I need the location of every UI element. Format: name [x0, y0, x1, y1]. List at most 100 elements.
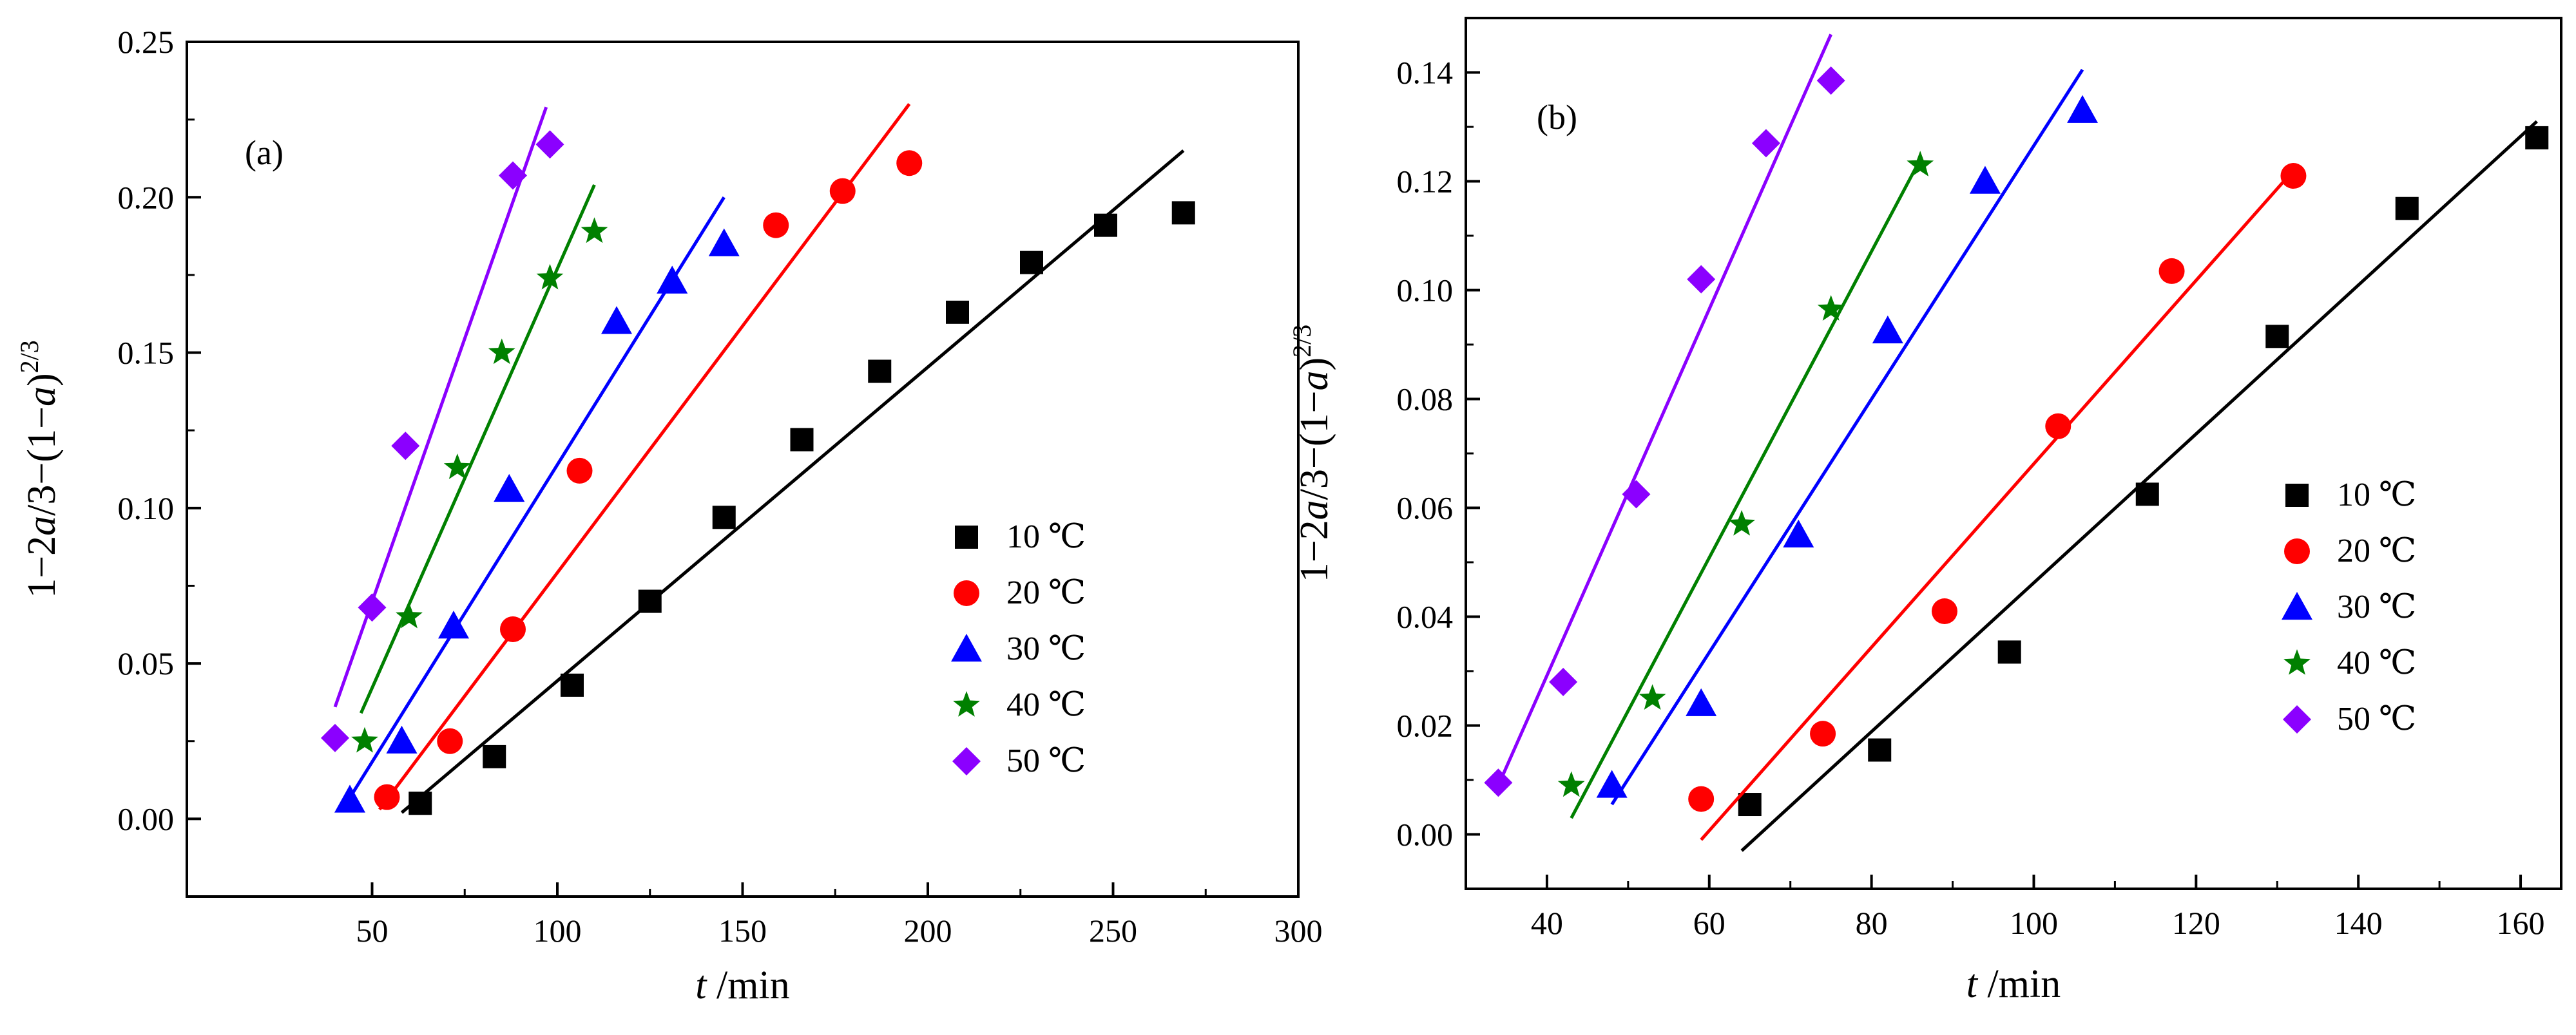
- legend-entry: 30 ℃: [1006, 631, 1086, 667]
- data-point: [566, 457, 593, 484]
- y-tick-label: 0.06: [1397, 490, 1454, 526]
- data-point: [1688, 786, 1715, 812]
- data-point: [494, 473, 525, 502]
- fit-line: [359, 184, 596, 714]
- legend-entry: 20 ℃: [2337, 533, 2416, 569]
- data-point: [1687, 265, 1716, 294]
- y-axis-title-var2: a: [1293, 371, 1336, 391]
- data-point: [1020, 251, 1043, 274]
- data-point: [2045, 413, 2071, 439]
- x-tick-label: 60: [1693, 905, 1725, 941]
- panel-label: (b): [1537, 98, 1577, 137]
- y-axis-title-close: ): [20, 373, 64, 386]
- data-point: [1596, 770, 1628, 798]
- y-tick-label: 0.00: [118, 801, 175, 837]
- x-tick-label: 300: [1274, 913, 1323, 949]
- data-point: [438, 611, 469, 639]
- legend-marker: [952, 747, 981, 775]
- y-axis-title: 1−2a/3−(1−a)2/3: [15, 340, 64, 598]
- y-tick-label: 0.15: [118, 335, 175, 371]
- chart-panel-a: 50 100 150 200 250 300 0.00 0.05 0.10 0.15 0.20 0.2…: [15, 24, 1323, 1007]
- data-point: [409, 792, 432, 815]
- data-point: [437, 728, 463, 754]
- data-point: [946, 300, 969, 324]
- data-point: [581, 217, 608, 243]
- data-point: [2525, 126, 2549, 149]
- y-axis-title-exp: 2/3: [1287, 325, 1316, 357]
- data-point: [1549, 667, 1578, 696]
- data-point: [1484, 768, 1513, 797]
- data-point: [2280, 163, 2307, 189]
- y-axis-title-var1: a: [20, 516, 64, 536]
- x-tick-label: 120: [2172, 905, 2220, 941]
- fit-line: [1700, 169, 2295, 841]
- data-point: [1810, 721, 1836, 747]
- legend-marker: [954, 580, 979, 606]
- x-tick-label: 80: [1856, 905, 1888, 941]
- y-tick-label: 0.05: [118, 645, 175, 681]
- legend-marker: [2283, 705, 2311, 734]
- y-axis-title-var2: a: [20, 386, 64, 406]
- data-point: [1816, 66, 1845, 95]
- legend-entry: 50 ℃: [2337, 701, 2416, 737]
- y-tick-label: 0.10: [118, 490, 175, 526]
- y-axis-title-exp: 2/3: [15, 340, 44, 373]
- x-tick-label: 160: [2497, 905, 2545, 941]
- y-tick-label: 0.20: [118, 179, 175, 215]
- legend-marker: [955, 526, 978, 549]
- data-point: [483, 745, 506, 768]
- series-3: [351, 184, 608, 753]
- data-point: [374, 784, 400, 810]
- fit-line: [400, 149, 1185, 814]
- data-point: [1728, 509, 1756, 536]
- data-point: [2395, 196, 2419, 220]
- data-point: [1171, 201, 1195, 225]
- data-point: [790, 428, 814, 451]
- data-point: [386, 725, 418, 754]
- y-tick-label: 0.04: [1397, 599, 1454, 635]
- y-tick-label: 0.10: [1397, 272, 1454, 309]
- data-point: [763, 212, 789, 238]
- data-point: [1907, 151, 1934, 176]
- data-point: [1783, 519, 1814, 547]
- y-axis-title-lead: 1−2: [1293, 520, 1336, 582]
- data-point: [1686, 688, 1717, 716]
- data-point: [2135, 482, 2159, 506]
- data-point: [1738, 793, 1762, 817]
- data-point: [1622, 480, 1651, 509]
- data-point: [638, 589, 662, 613]
- series-1: [1688, 163, 2307, 841]
- x-axis-var: t: [1966, 962, 1979, 1006]
- legend-entry: 40 ℃: [1006, 687, 1086, 723]
- x-tick-label: 200: [904, 913, 952, 949]
- legend-entry: 50 ℃: [1006, 743, 1086, 779]
- data-point: [1969, 166, 2001, 194]
- x-axis-var: t: [695, 964, 707, 1007]
- y-axis-title-mid: /3−(1−: [20, 406, 64, 516]
- data-point: [500, 616, 526, 643]
- data-point: [443, 453, 471, 479]
- series-4: [321, 106, 564, 752]
- y-tick-label: 0.00: [1397, 817, 1454, 853]
- legend-marker: [2284, 538, 2310, 564]
- data-point: [896, 150, 923, 176]
- series-2: [334, 196, 740, 813]
- data-point: [712, 506, 736, 529]
- data-point: [657, 265, 688, 294]
- legend-marker: [2282, 592, 2312, 620]
- data-point: [829, 178, 856, 204]
- data-point: [321, 723, 349, 752]
- legend-marker: [2285, 484, 2309, 507]
- x-axis-unit: /min: [1977, 962, 2061, 1006]
- data-point: [868, 359, 892, 383]
- data-point: [1931, 598, 1957, 625]
- x-axis-unit: /min: [707, 964, 790, 1007]
- legend-entry: 30 ℃: [2337, 589, 2416, 625]
- y-tick-label: 0.14: [1397, 55, 1454, 91]
- legend-entry: 20 ℃: [1006, 574, 1086, 611]
- data-point: [601, 306, 632, 334]
- data-point: [499, 161, 527, 190]
- y-tick-label: 0.25: [118, 24, 175, 60]
